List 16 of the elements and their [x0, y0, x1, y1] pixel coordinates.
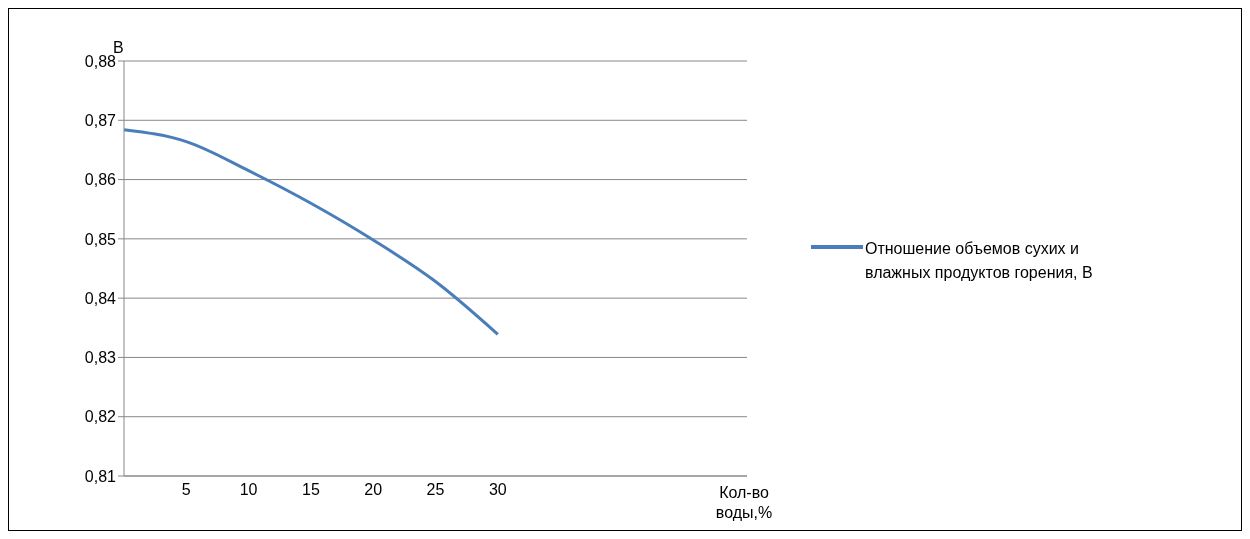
x-tick-label: 10	[239, 481, 258, 499]
x-tick-label: 30	[488, 481, 507, 499]
x-axis-title: Кол-во воды,%	[714, 483, 774, 523]
legend-label: Отношение объемов сухих и влажных продуктов горения, В	[865, 239, 1094, 283]
y-tick-label: 0,85	[84, 230, 117, 248]
y-tick-label: 0,81	[84, 467, 117, 485]
y-tick-label: 0,87	[84, 111, 117, 129]
x-tick-label: 5	[181, 481, 191, 499]
y-tick-label: 0,82	[84, 408, 117, 426]
x-tick-label: 20	[364, 481, 383, 499]
line-series	[122, 128, 500, 336]
x-tick-label: 15	[302, 481, 320, 499]
x-tick-label: 25	[426, 481, 445, 499]
y-tick-label: 0,83	[84, 349, 117, 367]
y-tick-label: 0,86	[84, 171, 117, 189]
y-tick-label: 0,84	[84, 289, 117, 307]
